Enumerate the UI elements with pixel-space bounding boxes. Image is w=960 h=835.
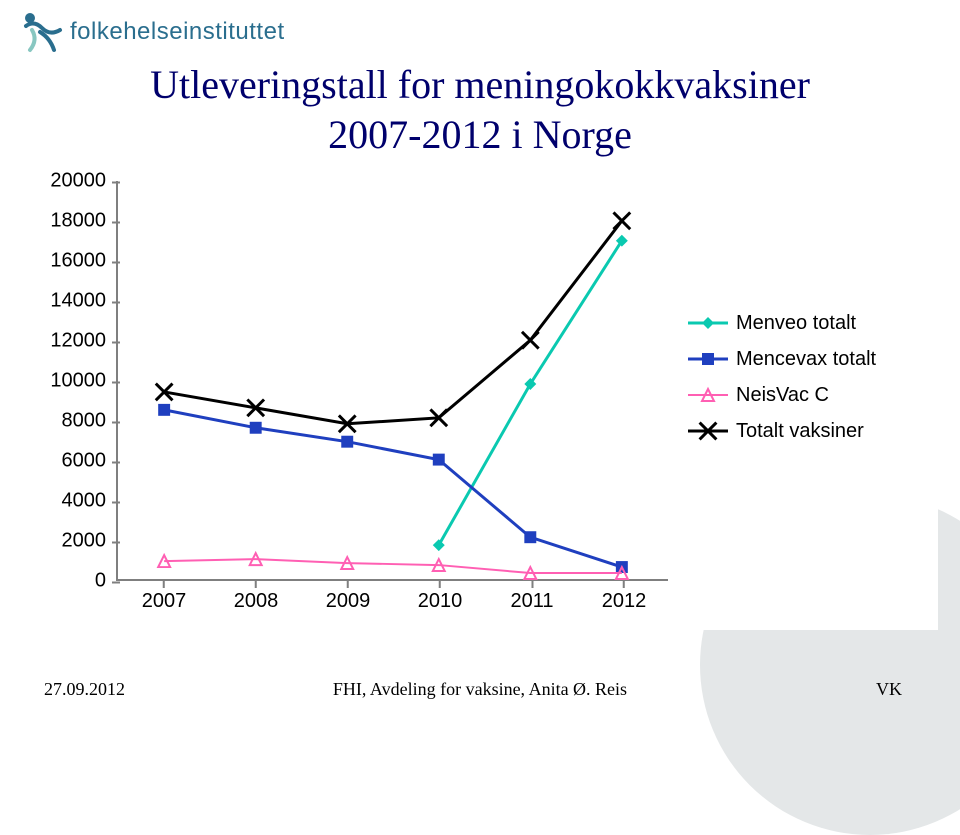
title-line-1: Utleveringstall for meningokokkvaksiner bbox=[0, 60, 960, 110]
y-tick-label: 20000 bbox=[46, 170, 106, 193]
legend-swatch bbox=[686, 421, 730, 441]
x-tick-label: 2010 bbox=[418, 590, 463, 613]
legend-item: Menveo totalt bbox=[686, 305, 876, 341]
footer: 27.09.2012 FHI, Avdeling for vaksine, An… bbox=[0, 679, 960, 703]
y-tick-label: 12000 bbox=[46, 330, 106, 353]
y-tick-label: 8000 bbox=[46, 410, 106, 433]
legend: Menveo totalt Mencevax totalt NeisVac C Tot… bbox=[686, 305, 876, 449]
y-tick-label: 18000 bbox=[46, 210, 106, 233]
y-tick-label: 10000 bbox=[46, 370, 106, 393]
footer-right: VK bbox=[876, 679, 902, 700]
legend-item: Mencevax totalt bbox=[686, 341, 876, 377]
logo: folkehelseinstituttet bbox=[20, 10, 285, 54]
legend-item: Totalt vaksiner bbox=[686, 413, 876, 449]
x-tick-label: 2008 bbox=[234, 590, 279, 613]
y-tick-label: 14000 bbox=[46, 290, 106, 313]
legend-item: NeisVac C bbox=[686, 377, 876, 413]
x-tick-label: 2007 bbox=[142, 590, 187, 613]
legend-label: NeisVac C bbox=[736, 384, 829, 407]
y-tick-label: 6000 bbox=[46, 450, 106, 473]
legend-swatch bbox=[686, 385, 730, 405]
chart-lines bbox=[118, 181, 668, 579]
x-tick-label: 2012 bbox=[602, 590, 647, 613]
legend-label: Menveo totalt bbox=[736, 312, 856, 335]
legend-label: Mencevax totalt bbox=[736, 348, 876, 371]
y-tick-label: 2000 bbox=[46, 530, 106, 553]
y-tick-label: 4000 bbox=[46, 490, 106, 513]
y-tick-label: 0 bbox=[46, 570, 106, 593]
logo-text: folkehelseinstituttet bbox=[70, 18, 285, 46]
plot-area: 0200040006000800010000120001400016000180… bbox=[116, 181, 668, 581]
legend-label: Totalt vaksiner bbox=[736, 420, 864, 443]
title-line-2: 2007-2012 i Norge bbox=[0, 110, 960, 160]
legend-swatch bbox=[686, 349, 730, 369]
logo-icon bbox=[20, 10, 64, 54]
chart: 0 2000 4000 6000 8000 10000 12000 14000 16000 180… bbox=[38, 175, 938, 630]
x-tick-label: 2009 bbox=[326, 590, 371, 613]
y-tick-label: 16000 bbox=[46, 250, 106, 273]
legend-swatch bbox=[686, 313, 730, 333]
footer-center: FHI, Avdeling for vaksine, Anita Ø. Reis bbox=[0, 679, 960, 700]
x-tick-label: 2011 bbox=[510, 590, 553, 613]
page-title: Utleveringstall for meningokokkvaksiner … bbox=[0, 60, 960, 160]
